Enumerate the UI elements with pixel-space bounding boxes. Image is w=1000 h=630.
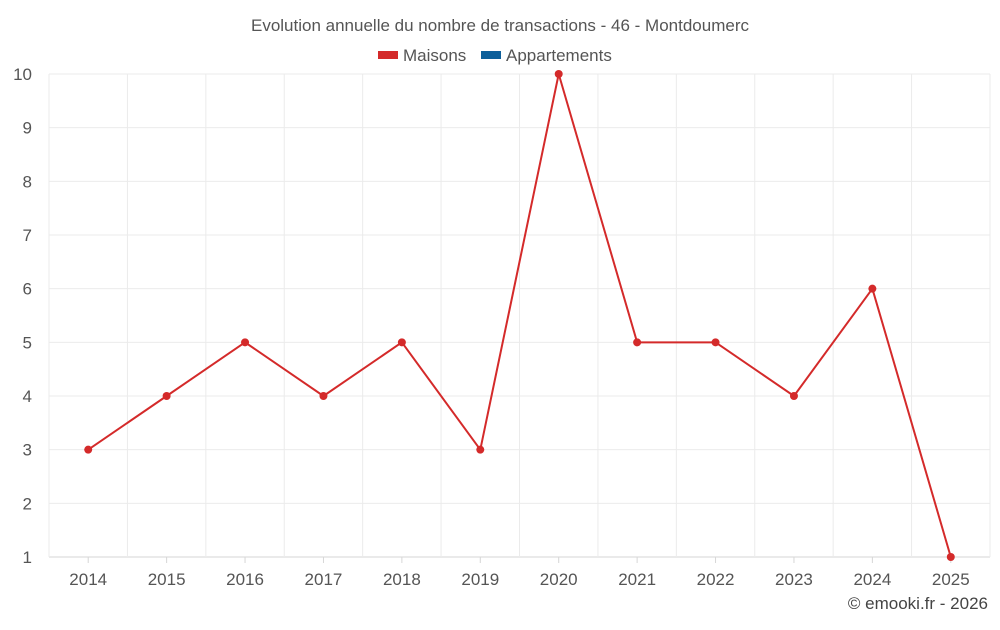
x-tick-label: 2025 <box>932 570 970 589</box>
x-axis-ticks: 2014 2015 2016 2017 2018 2019 2020 2021 2022 2023… <box>69 557 970 589</box>
y-tick-label: 3 <box>23 441 32 460</box>
data-point-2021[interactable] <box>633 338 642 347</box>
data-point-2025[interactable] <box>946 553 955 561</box>
data-point-2015[interactable] <box>162 392 171 400</box>
data-point-2016[interactable] <box>241 338 250 347</box>
x-tick-label: 2019 <box>461 570 499 589</box>
series-line-maisons <box>87 73 952 558</box>
y-tick-label: 1 <box>23 548 32 567</box>
x-tick-label: 2014 <box>69 570 107 589</box>
y-tick-label: 5 <box>23 333 32 352</box>
y-tick-label: 7 <box>23 226 32 245</box>
legend-swatch-maisons <box>378 51 398 59</box>
data-point-2019[interactable] <box>476 445 485 454</box>
y-axis-ticks: 1 2 3 4 5 6 7 8 9 10 <box>13 65 32 567</box>
x-tick-label: 2024 <box>853 570 891 589</box>
x-tick-label: 2020 <box>540 570 578 589</box>
x-tick-label: 2021 <box>618 570 656 589</box>
data-point-2014[interactable] <box>84 445 93 454</box>
x-tick-label: 2016 <box>226 570 264 589</box>
grid-lines <box>48 73 991 558</box>
credit-text: © emooki.fr - 2026 <box>848 594 988 613</box>
y-tick-label: 8 <box>23 172 32 191</box>
series-maisons <box>84 70 955 561</box>
legend: Maisons Appartements <box>378 46 612 65</box>
data-point-2017[interactable] <box>319 392 328 400</box>
legend-swatch-appartements <box>481 51 501 59</box>
data-point-2020[interactable] <box>554 70 563 78</box>
x-tick-label: 2015 <box>148 570 186 589</box>
data-point-2018[interactable] <box>397 338 406 347</box>
y-tick-label: 2 <box>23 494 32 513</box>
legend-label-appartements[interactable]: Appartements <box>506 46 612 65</box>
chart-title: Evolution annuelle du nombre de transact… <box>251 16 750 35</box>
y-tick-label: 9 <box>23 119 32 138</box>
x-tick-label: 2017 <box>305 570 343 589</box>
y-tick-label: 10 <box>13 65 32 84</box>
x-tick-label: 2022 <box>697 570 735 589</box>
x-tick-label: 2018 <box>383 570 421 589</box>
x-tick-label: 2023 <box>775 570 813 589</box>
data-point-2023[interactable] <box>789 392 798 400</box>
y-tick-label: 6 <box>23 280 32 299</box>
data-point-2022[interactable] <box>711 338 720 347</box>
legend-label-maisons[interactable]: Maisons <box>403 46 466 65</box>
y-tick-label: 4 <box>23 387 32 406</box>
data-point-2024[interactable] <box>868 284 877 293</box>
